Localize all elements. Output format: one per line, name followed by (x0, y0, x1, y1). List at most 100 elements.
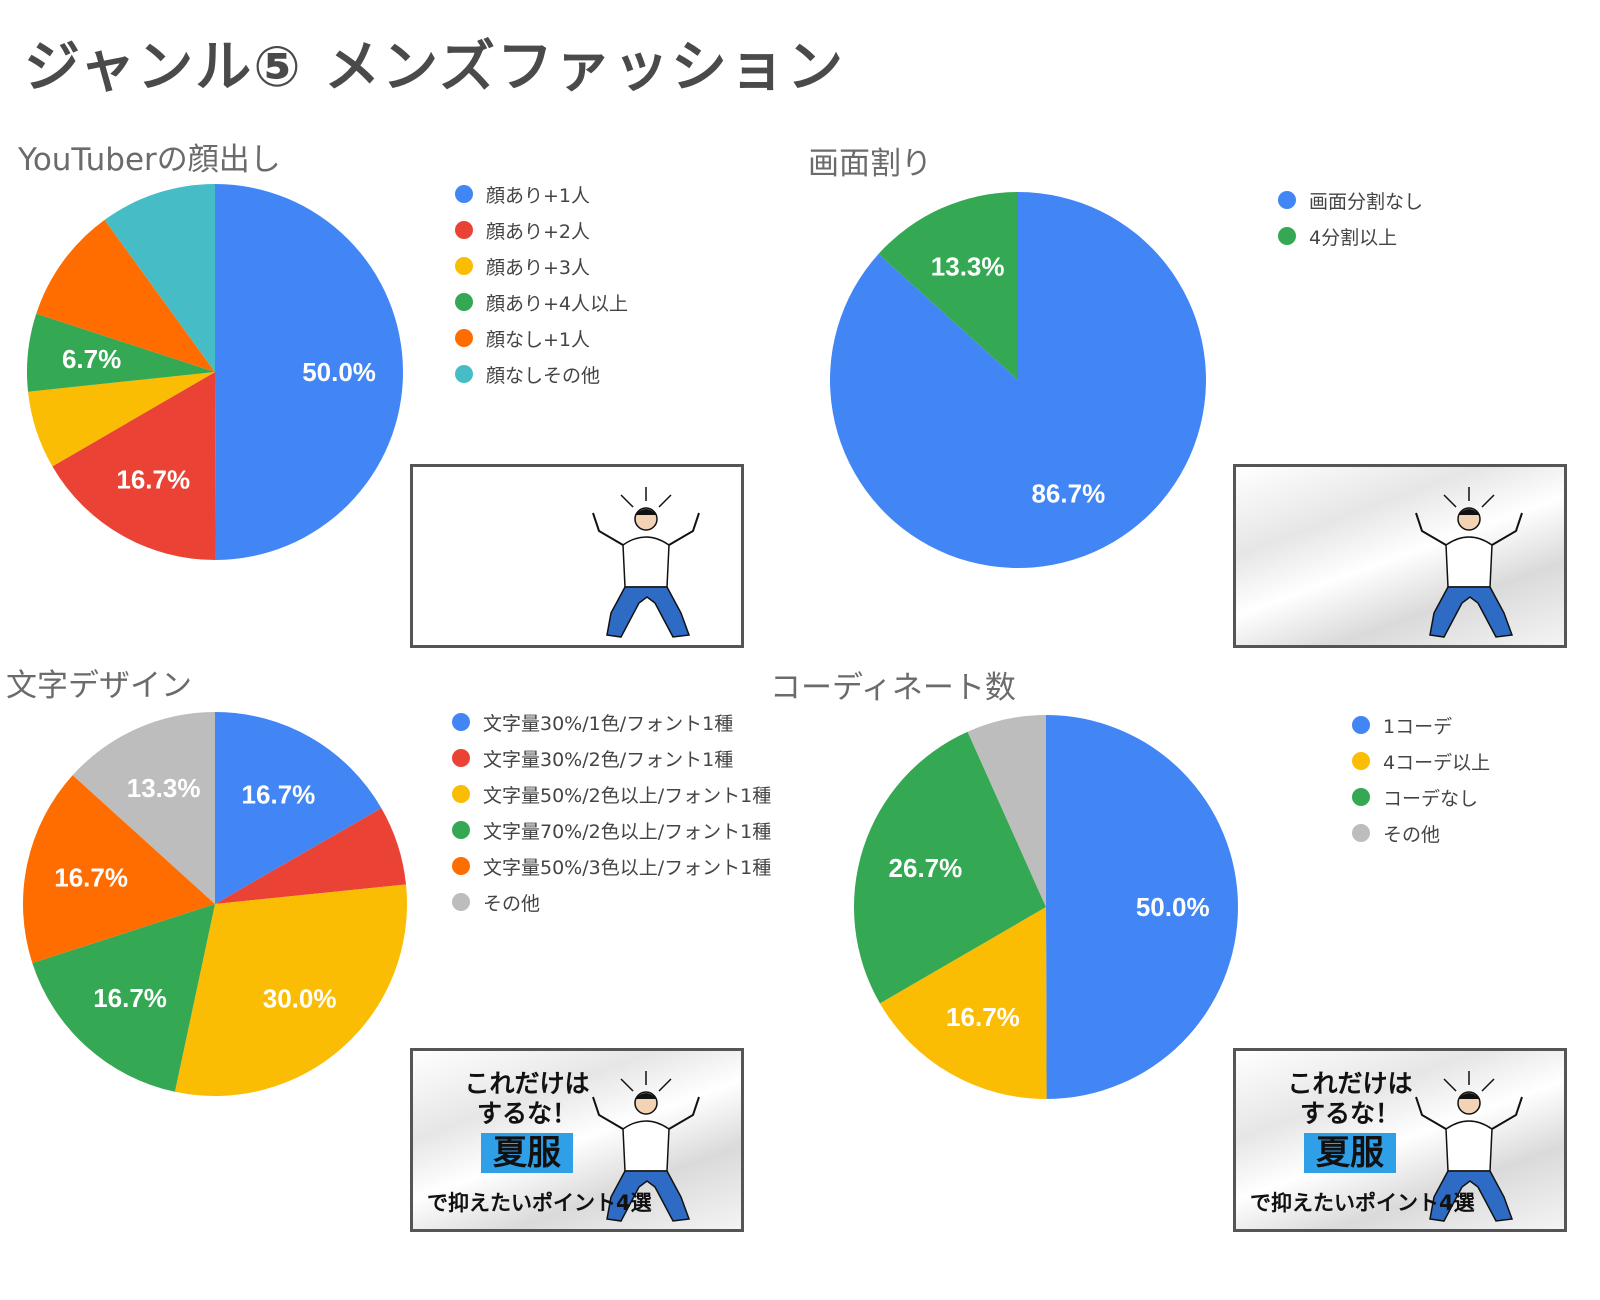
pie-slice (52, 372, 216, 560)
legend-item: その他 (1352, 815, 1490, 851)
thumbnail-with-text-1: これだけは するな！ 夏服 で抑えたいポイント4選 (410, 1048, 744, 1232)
thumbnail-caption: これだけは するな！ 夏服 で抑えたいポイント4選 (1250, 1069, 1475, 1215)
legend-swatch (455, 185, 473, 203)
legend-label: 1コーデ (1383, 715, 1453, 738)
kneeling-man-illustration-icon (592, 487, 700, 638)
legend-label: 文字量30%/2色/フォント1種 (483, 748, 734, 771)
kneeling-man-illustration-icon (592, 1071, 700, 1222)
legend-swatch (452, 821, 470, 839)
pie-slice (104, 184, 215, 372)
slice-percent-label: 50.0% (302, 357, 376, 387)
legend-item: 文字量50%/3色以上/フォント1種 (452, 848, 771, 884)
chart-title-face: YouTuberの顔出し (18, 142, 281, 178)
legend-label: 文字量50%/3色以上/フォント1種 (483, 856, 772, 879)
thumbnail-line2: するな！ (476, 1099, 577, 1128)
thumbnail-line3: で抑えたいポイント4選 (1250, 1191, 1475, 1215)
thumbnail-highlight: 夏服 (481, 1133, 573, 1173)
legend-swatch (455, 293, 473, 311)
legend-label: 顔あり+3人 (486, 256, 591, 279)
pie-slice (878, 192, 1018, 380)
thumbnail-gradient (1233, 464, 1567, 648)
slice-percent-label: 86.7% (1031, 478, 1105, 508)
legend-item: 文字量50%/2色以上/フォント1種 (452, 776, 771, 812)
legend-swatch (1352, 788, 1370, 806)
legend-swatch (452, 785, 470, 803)
slice-percent-label: 16.7% (116, 465, 190, 495)
thumbnail-caption: これだけは するな！ 夏服 で抑えたいポイント4選 (427, 1069, 652, 1215)
thumbnail-with-text-2: これだけは するな！ 夏服 で抑えたいポイント4選 (1233, 1048, 1567, 1232)
pie-slice (215, 712, 382, 904)
pie-slice (879, 907, 1047, 1099)
slice-percent-label: 13.3% (127, 773, 201, 803)
legend-swatch (1352, 824, 1370, 842)
legend-item: 顔あり+3人 (455, 248, 628, 284)
legend-item: 文字量30%/1色/フォント1種 (452, 704, 771, 740)
pie-slice (28, 372, 216, 467)
legend-swatch (1352, 716, 1370, 734)
thumbnail-plain (410, 464, 744, 648)
kneeling-man-illustration-icon (1415, 1071, 1523, 1222)
legend-item: 4コーデ以上 (1352, 743, 1490, 779)
pie-slice (36, 219, 216, 372)
thumbnail-line1: これだけは (1287, 1069, 1413, 1098)
legend-coordinate-count: 1コーデ 4コーデ以上コーデなしその他 (1352, 707, 1490, 851)
thumbnail-line1: これだけは (464, 1069, 590, 1098)
legend-label: その他 (1383, 823, 1441, 846)
legend-item: 顔なしその他 (455, 356, 628, 392)
legend-swatch (452, 749, 470, 767)
legend-label: 顔あり+2人 (486, 220, 591, 243)
legend-swatch (452, 713, 470, 731)
pie-chart-screen-split: 86.7% 13.3% (830, 192, 1206, 568)
pie-slice (72, 712, 215, 904)
legend-label: 顔なし+1人 (486, 328, 591, 351)
legend-label: 文字量70%/2色以上/フォント1種 (483, 820, 772, 843)
legend-label: 4分割以上 (1309, 226, 1398, 249)
legend-swatch (452, 857, 470, 875)
pie-slice (1046, 715, 1238, 1099)
chart-title-text-design: 文字デザイン (6, 668, 192, 704)
legend-swatch (452, 893, 470, 911)
pie-chart-face: 50.0% 16.7% 6.7% (27, 184, 403, 560)
page-title: ジャンル⑤ メンズファッション (24, 35, 845, 100)
legend-screen-split: 画面分割なし 4分割以上 (1278, 182, 1423, 254)
slice-percent-label: 26.7% (889, 853, 963, 883)
legend-item: 顔あり+1人 (455, 176, 628, 212)
slice-percent-label: 13.3% (931, 252, 1005, 282)
legend-label: 顔あり+1人 (486, 184, 591, 207)
thumbnail-line3: で抑えたいポイント4選 (427, 1191, 652, 1215)
legend-text-design: 文字量30%/1色/フォント1種 文字量30%/2色/フォント1種文字量50%/2… (452, 704, 771, 920)
legend-item: その他 (452, 884, 771, 920)
legend-item: 顔あり+4人以上 (455, 284, 628, 320)
legend-label: その他 (483, 892, 541, 915)
legend-label: 顔あり+4人以上 (486, 292, 629, 315)
pie-slice (967, 715, 1046, 907)
legend-item: コーデなし (1352, 779, 1490, 815)
pie-chart-coordinate-count: 50.0% 16.7% 26.7% (854, 715, 1238, 1099)
pie-slice (215, 808, 407, 904)
kneeling-man-illustration-icon (1415, 487, 1523, 638)
legend-swatch (455, 221, 473, 239)
slice-percent-label: 16.7% (93, 983, 167, 1013)
thumbnail-line2: するな！ (1299, 1099, 1400, 1128)
legend-label: コーデなし (1383, 787, 1479, 810)
legend-item: 顔あり+2人 (455, 212, 628, 248)
pie-chart-text-design: 16.7% 30.0% 16.7% 16.7% 13.3% (22, 712, 407, 1096)
legend-item: 画面分割なし (1278, 182, 1423, 218)
pie-slice (22, 775, 216, 963)
legend-swatch (455, 257, 473, 275)
pie-slice (854, 731, 1046, 1004)
pie-slice (215, 184, 403, 560)
pie-slice (174, 884, 407, 1096)
legend-item: 4分割以上 (1278, 218, 1423, 254)
slice-percent-label: 16.7% (946, 1002, 1020, 1032)
legend-swatch (455, 329, 473, 347)
legend-swatch (1278, 191, 1296, 209)
legend-item: 顔なし+1人 (455, 320, 628, 356)
legend-label: 画面分割なし (1309, 190, 1424, 213)
pie-slice (27, 313, 216, 392)
chart-title-coordinate-count: コーディネート数 (770, 670, 1016, 706)
legend-swatch (455, 365, 473, 383)
slice-percent-label: 16.7% (242, 779, 316, 809)
legend-label: 文字量30%/1色/フォント1種 (483, 712, 734, 735)
slice-percent-label: 30.0% (263, 983, 337, 1013)
